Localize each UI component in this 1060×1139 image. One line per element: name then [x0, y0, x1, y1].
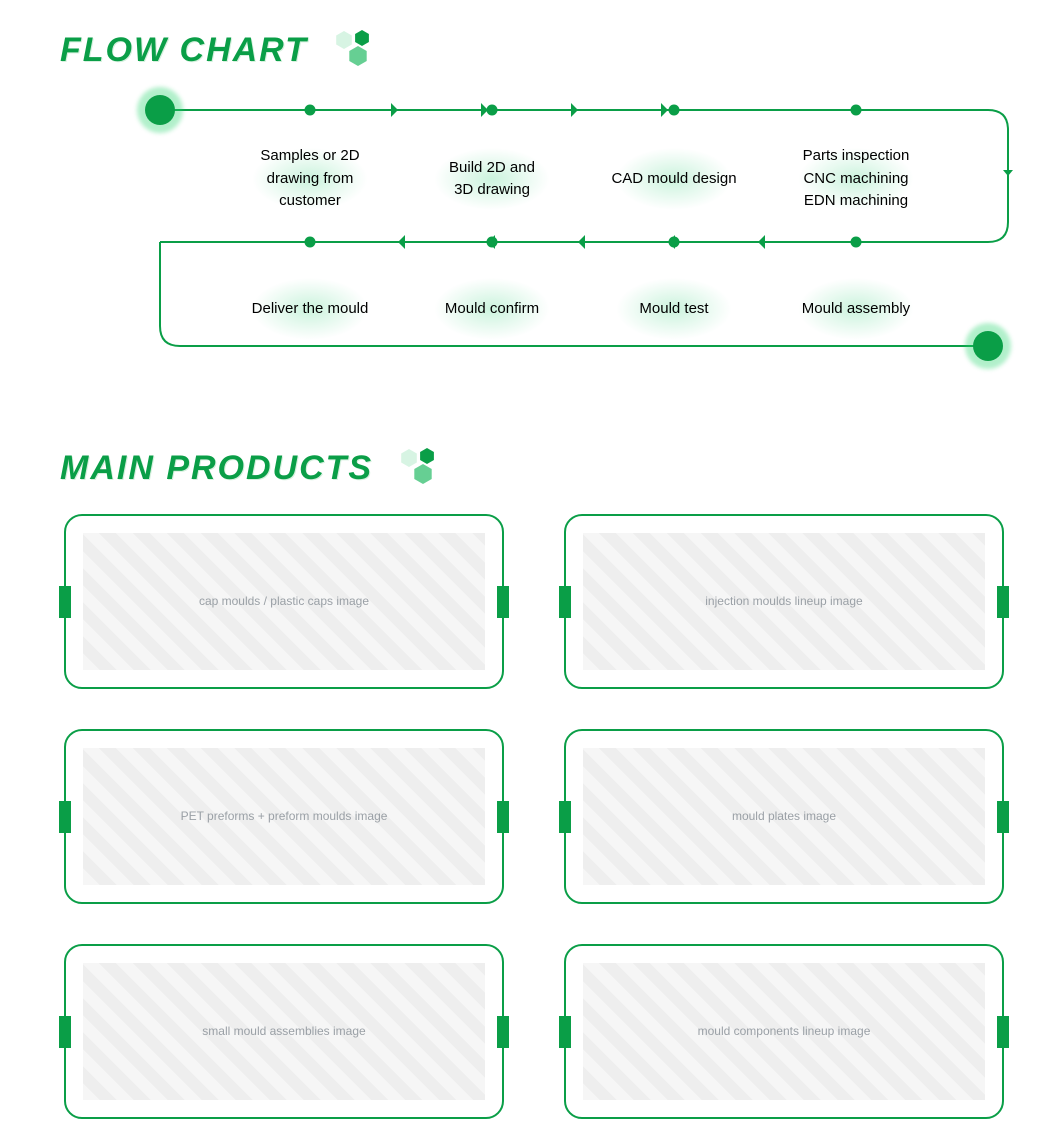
flow-step-text: Mould assembly	[802, 298, 910, 321]
flow-step-text: CNC machining	[803, 168, 908, 191]
flow-chart-title: FLOW CHART	[60, 31, 308, 70]
flow-step: Samples or 2Ddrawing fromcustomer	[230, 136, 390, 222]
flow-step: Mould test	[594, 266, 754, 352]
flow-step-text: Samples or 2D	[260, 145, 359, 168]
flow-start-node	[145, 95, 175, 125]
product-image-placeholder: mould components lineup image	[583, 963, 984, 1100]
flow-step-text: EDN machining	[804, 190, 908, 213]
flow-step: Parts inspectionCNC machiningEDN machini…	[776, 136, 936, 222]
product-image-placeholder: cap moulds / plastic caps image	[83, 533, 484, 670]
hexagon-icon	[332, 28, 386, 72]
product-card: small mould assemblies image	[64, 944, 504, 1119]
flow-step-text: Mould confirm	[445, 298, 539, 321]
product-card: mould plates image	[564, 729, 1004, 904]
product-image-placeholder: small mould assemblies image	[83, 963, 484, 1100]
flow-step: Build 2D and3D drawing	[412, 136, 572, 222]
hexagon-icon	[397, 446, 451, 490]
flow-step: Mould assembly	[776, 266, 936, 352]
product-image-placeholder: PET preforms + preform moulds image	[83, 748, 484, 885]
product-card: PET preforms + preform moulds image	[64, 729, 504, 904]
product-card: mould components lineup image	[564, 944, 1004, 1119]
flowchart-container: Samples or 2Ddrawing fromcustomer Build 2…	[98, 96, 1058, 406]
flow-chart-heading: FLOW CHART	[60, 28, 1020, 72]
flow-step: Mould confirm	[412, 266, 572, 352]
product-card: injection moulds lineup image	[564, 514, 1004, 689]
product-grid: cap moulds / plastic caps image injection…	[64, 514, 1020, 1119]
flow-end-node	[973, 331, 1003, 361]
main-products-heading: MAIN PRODUCTS	[60, 446, 1020, 490]
flow-step-text: drawing from	[267, 168, 354, 191]
product-image-placeholder: injection moulds lineup image	[583, 533, 984, 670]
flow-step-text: CAD mould design	[611, 168, 736, 191]
flow-step-text: Mould test	[639, 298, 708, 321]
flow-step-text: customer	[279, 190, 341, 213]
product-image-placeholder: mould plates image	[583, 748, 984, 885]
flow-step: CAD mould design	[594, 136, 754, 222]
product-card: cap moulds / plastic caps image	[64, 514, 504, 689]
flow-step-text: Deliver the mould	[252, 298, 369, 321]
flow-step-text: Build 2D and	[449, 157, 535, 180]
flow-step-text: 3D drawing	[454, 179, 530, 202]
main-products-title: MAIN PRODUCTS	[60, 449, 373, 488]
flow-step-text: Parts inspection	[803, 145, 910, 168]
flow-step: Deliver the mould	[230, 266, 390, 352]
